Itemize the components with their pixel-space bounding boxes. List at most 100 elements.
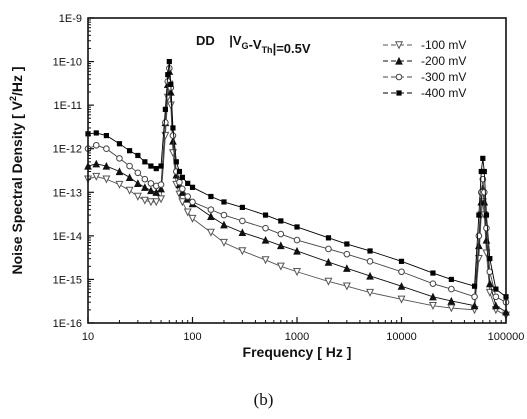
data-point bbox=[397, 282, 406, 290]
data-point bbox=[293, 246, 301, 255]
data-point bbox=[481, 188, 488, 196]
data-point bbox=[261, 235, 270, 244]
data-point bbox=[220, 220, 228, 229]
data-point bbox=[276, 241, 285, 250]
data-point bbox=[133, 192, 142, 201]
y-tick-label: 1E-16 bbox=[53, 318, 82, 330]
data-point bbox=[157, 181, 165, 188]
data-point bbox=[238, 228, 247, 237]
legend-item: -100 mV bbox=[383, 38, 466, 52]
data-point bbox=[220, 211, 228, 219]
data-point bbox=[239, 204, 245, 210]
data-point bbox=[366, 271, 374, 280]
data-point bbox=[93, 130, 99, 136]
data-point bbox=[325, 245, 332, 253]
data-point bbox=[428, 301, 437, 310]
data-point bbox=[116, 141, 123, 147]
data-point bbox=[292, 268, 302, 277]
label-layer: 10 100 1000 10000 100000 1E-16 1E-15 1E-14 1E-13… bbox=[53, 13, 525, 343]
legend-item: -400 mV bbox=[383, 86, 466, 100]
legend-marker bbox=[395, 56, 403, 65]
data-point bbox=[478, 168, 484, 175]
data-point bbox=[165, 72, 171, 78]
data-point bbox=[176, 178, 183, 186]
data-point bbox=[447, 304, 456, 313]
data-point bbox=[470, 301, 479, 310]
data-point bbox=[135, 152, 141, 159]
data-point bbox=[398, 258, 405, 264]
series-2 bbox=[84, 67, 510, 316]
data-point bbox=[185, 180, 191, 186]
legend-marker bbox=[395, 73, 403, 81]
x-tick-label: 100000 bbox=[488, 331, 525, 343]
figure-caption: (b) bbox=[253, 390, 274, 409]
data-point bbox=[169, 132, 177, 139]
legend-label: -100 mV bbox=[421, 38, 466, 52]
data-point bbox=[166, 58, 172, 65]
data-point bbox=[430, 270, 436, 276]
data-point bbox=[429, 280, 437, 287]
data-point bbox=[343, 250, 351, 258]
data-point bbox=[103, 145, 110, 153]
data-point bbox=[344, 241, 350, 247]
data-point bbox=[324, 277, 333, 286]
series-3 bbox=[84, 65, 510, 306]
data-point bbox=[277, 230, 285, 238]
data-point bbox=[397, 295, 406, 304]
data-point bbox=[238, 247, 247, 256]
data-point bbox=[102, 161, 111, 170]
legend-label: -300 mV bbox=[421, 70, 466, 84]
data-point bbox=[207, 212, 215, 220]
data-point bbox=[207, 206, 215, 213]
data-point bbox=[162, 119, 169, 126]
data-point bbox=[176, 168, 183, 175]
data-point bbox=[183, 208, 192, 217]
x-tick-label: 10 bbox=[82, 331, 94, 343]
data-point bbox=[125, 173, 134, 181]
legend-item: -200 mV bbox=[383, 54, 466, 68]
data-point bbox=[125, 186, 134, 195]
data-point bbox=[142, 159, 148, 165]
data-point bbox=[367, 248, 373, 254]
data-point bbox=[168, 81, 174, 87]
legend-marker bbox=[394, 41, 404, 50]
data-point bbox=[366, 288, 375, 297]
data-point bbox=[448, 276, 454, 283]
data-point bbox=[278, 218, 284, 224]
data-point bbox=[366, 258, 374, 265]
y-tick-label: 1E-9 bbox=[59, 13, 82, 25]
data-point bbox=[170, 125, 176, 131]
data-point bbox=[206, 228, 215, 237]
legend: -100 mV -200 mV -300 mV -400 mV bbox=[383, 38, 466, 100]
data-point bbox=[103, 132, 110, 139]
legend-label: -200 mV bbox=[421, 54, 466, 68]
data-point bbox=[483, 212, 490, 218]
data-point bbox=[126, 162, 133, 170]
data-point bbox=[471, 293, 478, 301]
data-point bbox=[116, 155, 123, 162]
data-point bbox=[102, 175, 111, 184]
data-point bbox=[92, 172, 101, 181]
data-point bbox=[153, 165, 159, 172]
data-point bbox=[476, 212, 482, 218]
y-tick-label: 1E-12 bbox=[53, 144, 82, 156]
data-point bbox=[92, 141, 100, 149]
data-point bbox=[92, 159, 101, 168]
data-point bbox=[239, 217, 246, 225]
data-point bbox=[398, 268, 405, 276]
data-point bbox=[262, 224, 269, 232]
data-point bbox=[178, 198, 187, 207]
data-point bbox=[447, 296, 456, 305]
data-point bbox=[141, 175, 149, 183]
tick-layer bbox=[87, 17, 507, 324]
data-point bbox=[146, 198, 155, 207]
series-1 bbox=[83, 80, 511, 320]
data-point bbox=[157, 184, 165, 193]
data-point bbox=[429, 292, 437, 301]
legend-label: -400 mV bbox=[421, 86, 466, 100]
data-point bbox=[179, 174, 185, 180]
data-point bbox=[157, 195, 166, 204]
data-point bbox=[294, 224, 300, 230]
data-point bbox=[115, 180, 124, 189]
